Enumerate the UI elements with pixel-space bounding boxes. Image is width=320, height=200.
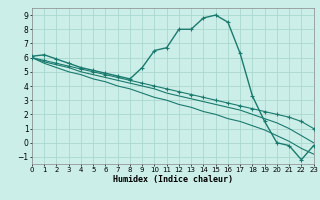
X-axis label: Humidex (Indice chaleur): Humidex (Indice chaleur) [113,175,233,184]
